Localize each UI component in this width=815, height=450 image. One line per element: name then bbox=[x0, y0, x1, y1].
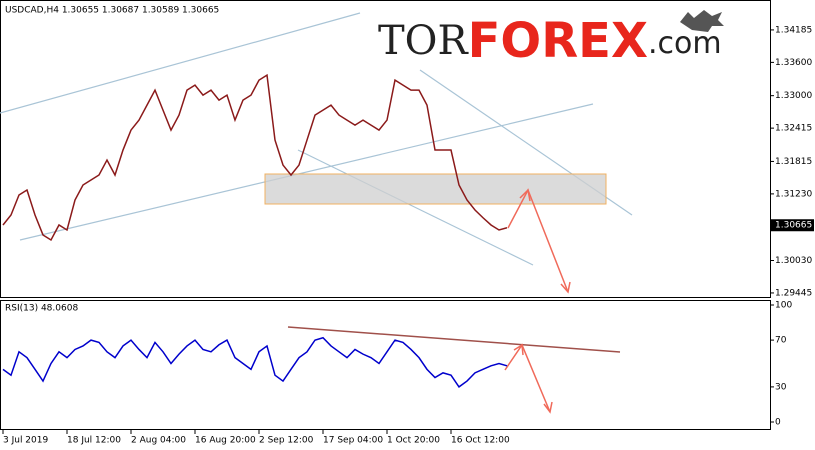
price-line bbox=[2, 336, 508, 388]
y-tick-label: 1.30030 bbox=[775, 256, 812, 266]
y-tick-label: 1.31815 bbox=[775, 157, 812, 167]
y-tick-label: 1.33000 bbox=[775, 91, 812, 101]
x-tick-label: 18 Jul 12:00 bbox=[67, 436, 121, 446]
forecast-arrows bbox=[287, 188, 621, 414]
y-tick-label: 1.31230 bbox=[775, 189, 812, 199]
y-tick-label: 0 bbox=[775, 418, 781, 428]
panel-title: RSI(13) 48.0608 bbox=[5, 304, 78, 314]
x-tick-label: 2 Aug 04:00 bbox=[131, 436, 186, 446]
y-tick-label: 1.32415 bbox=[775, 124, 812, 134]
x-tick-label: 2 Sep 12:00 bbox=[259, 436, 314, 446]
logo-main: FOREX bbox=[468, 13, 648, 69]
y-tick-label: 100 bbox=[775, 301, 792, 311]
y-tick-label: 30 bbox=[775, 382, 787, 392]
y-tick-label: 1.29445 bbox=[775, 288, 812, 298]
x-tick-label: 17 Sep 04:00 bbox=[323, 436, 383, 446]
resistance-zone bbox=[264, 173, 607, 205]
price-line bbox=[2, 73, 508, 242]
logo-suffix: .com bbox=[648, 26, 722, 61]
y-tick-label: 70 bbox=[775, 336, 787, 346]
panel-title: USDCAD,H4 1.30655 1.30687 1.30589 1.3066… bbox=[5, 6, 219, 16]
y-tick-label: 1.34185 bbox=[775, 25, 812, 35]
logo: TORFOREX.com bbox=[378, 13, 722, 69]
last-price-box bbox=[771, 219, 814, 232]
x-tick-label: 1 Oct 20:00 bbox=[387, 436, 440, 446]
x-tick-label: 16 Oct 12:00 bbox=[451, 436, 510, 446]
price-panel bbox=[0, 0, 771, 298]
x-tick-label: 3 Jul 2019 bbox=[3, 436, 48, 446]
y-tick-label: 1.33600 bbox=[775, 58, 812, 68]
rsi-panel bbox=[0, 300, 771, 430]
last-price-label: 1.30665 bbox=[775, 221, 812, 231]
x-tick-label: 16 Aug 20:00 bbox=[195, 436, 256, 446]
logo-prefix: TOR bbox=[378, 18, 469, 64]
logo-bull bbox=[680, 10, 724, 32]
